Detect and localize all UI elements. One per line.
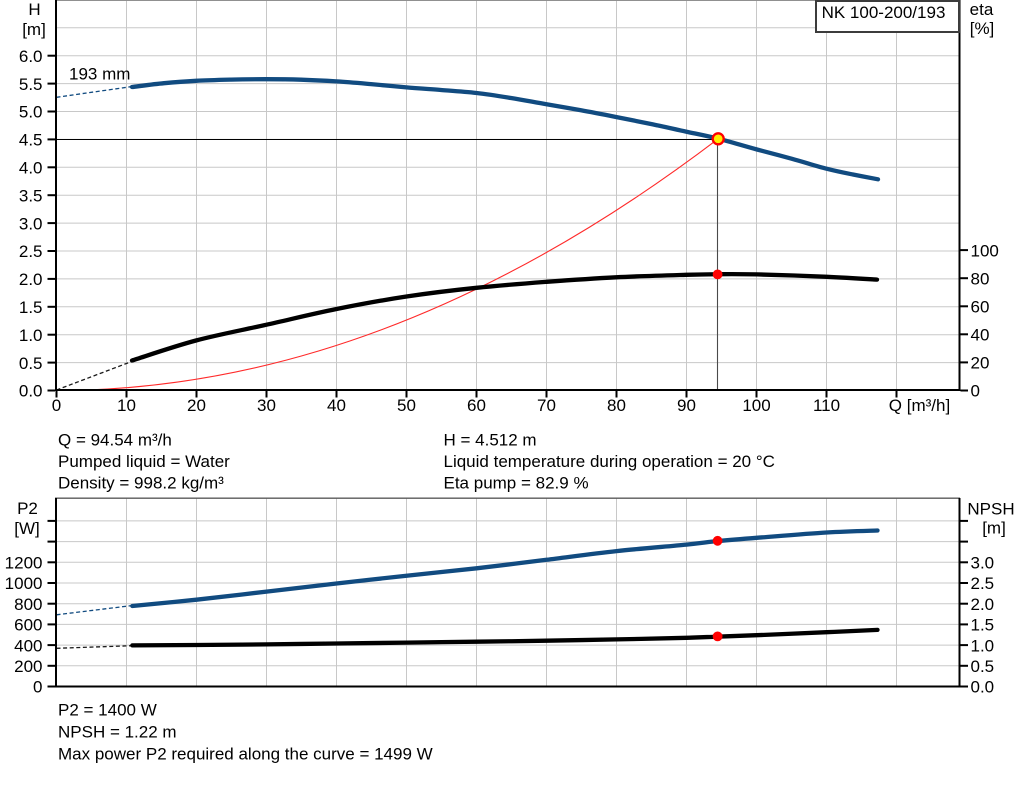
svg-text:1.5: 1.5 [19,298,43,317]
svg-text:Q [m³/h]: Q [m³/h] [889,396,950,415]
svg-text:90: 90 [677,396,696,415]
svg-text:Liquid temperature during oper: Liquid temperature during operation = 20… [444,452,775,471]
svg-text:NPSH: NPSH [967,500,1014,519]
svg-text:1200: 1200 [5,554,43,573]
svg-text:H: H [28,0,40,19]
svg-text:Q = 94.54 m³/h: Q = 94.54 m³/h [58,431,172,450]
svg-text:6.0: 6.0 [19,47,43,66]
svg-text:0.5: 0.5 [971,657,995,676]
svg-text:60: 60 [971,298,990,317]
svg-text:Density = 998.2 kg/m³: Density = 998.2 kg/m³ [58,473,224,492]
svg-text:P2: P2 [17,499,38,518]
svg-text:2.0: 2.0 [971,595,995,614]
svg-text:[m]: [m] [22,20,46,39]
svg-text:110: 110 [813,396,840,415]
svg-text:2.5: 2.5 [971,574,995,593]
svg-text:20: 20 [187,396,206,415]
svg-text:0: 0 [971,382,980,401]
svg-text:193 mm: 193 mm [69,64,130,83]
svg-text:[W]: [W] [14,519,40,538]
svg-text:0: 0 [33,678,42,697]
svg-text:0.0: 0.0 [971,678,995,697]
svg-text:Max power P2 required along th: Max power P2 required along the curve = … [58,745,433,764]
svg-text:NK 100-200/193: NK 100-200/193 [822,3,946,22]
svg-text:3.0: 3.0 [19,214,43,233]
svg-text:80: 80 [607,396,626,415]
svg-text:100: 100 [742,396,770,415]
svg-text:2.5: 2.5 [19,242,43,261]
svg-text:2.0: 2.0 [19,270,43,289]
svg-text:100: 100 [971,241,999,260]
svg-text:[%]: [%] [970,19,995,38]
svg-text:0.0: 0.0 [19,382,43,401]
svg-text:200: 200 [14,657,42,676]
svg-text:5.5: 5.5 [19,75,43,94]
svg-text:5.0: 5.0 [19,103,43,122]
svg-text:NPSH = 1.22 m: NPSH = 1.22 m [58,723,177,742]
svg-text:30: 30 [257,396,276,415]
svg-text:40: 40 [971,326,990,345]
svg-text:800: 800 [14,595,42,614]
svg-text:400: 400 [14,636,42,655]
svg-text:P2 = 1400 W: P2 = 1400 W [58,701,157,720]
svg-text:50: 50 [397,396,416,415]
svg-text:3.0: 3.0 [971,554,995,573]
svg-text:Pumped liquid = Water: Pumped liquid = Water [58,452,230,471]
svg-text:70: 70 [537,396,556,415]
svg-text:20: 20 [971,354,990,373]
svg-text:1.0: 1.0 [971,636,995,655]
svg-text:600: 600 [14,616,42,635]
svg-text:40: 40 [327,396,346,415]
svg-text:H = 4.512 m: H = 4.512 m [444,431,537,450]
svg-text:eta: eta [970,0,994,19]
svg-text:1000: 1000 [5,574,43,593]
svg-text:1.0: 1.0 [19,326,43,345]
svg-text:0.5: 0.5 [19,354,43,373]
svg-text:4.0: 4.0 [19,159,43,178]
svg-text:Eta pump = 82.9 %: Eta pump = 82.9 % [444,473,589,492]
svg-text:4.5: 4.5 [19,131,43,150]
svg-text:[m]: [m] [982,519,1006,538]
svg-text:3.5: 3.5 [19,186,43,205]
svg-text:10: 10 [117,396,136,415]
svg-text:1.5: 1.5 [971,616,995,635]
svg-text:80: 80 [971,269,990,288]
svg-text:60: 60 [467,396,486,415]
svg-text:0: 0 [52,396,61,415]
